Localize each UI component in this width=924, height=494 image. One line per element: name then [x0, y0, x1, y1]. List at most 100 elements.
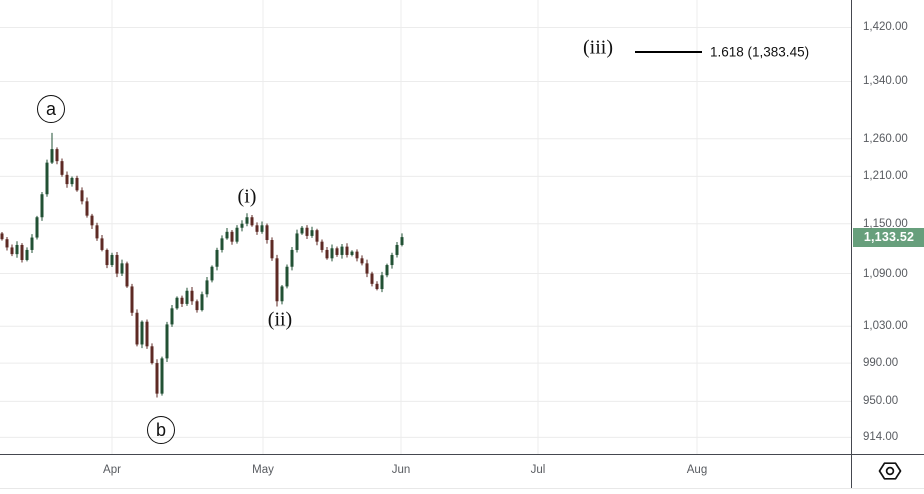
time-axis[interactable]: Apr May Jun Jul Aug: [0, 454, 924, 494]
candle-body: [320, 241, 324, 250]
candle-body: [310, 230, 314, 236]
candle-body: [70, 177, 74, 185]
candle-body: [45, 162, 49, 195]
price-tick-label: 1,090.00: [863, 267, 908, 280]
candle-body: [285, 266, 289, 287]
candle-body: [110, 254, 114, 266]
candle-body: [250, 217, 254, 226]
candle-body: [150, 346, 154, 364]
price-axis[interactable]: 1,133.52 1,420.00 1,340.00 1,260.00 1,210.0…: [851, 0, 924, 454]
candle-body: [235, 227, 239, 242]
candle-body: [60, 161, 64, 175]
price-tick-label: 1,420.00: [863, 21, 908, 34]
candle-body: [300, 227, 304, 234]
candle-body: [280, 286, 284, 302]
candle-body: [390, 254, 394, 266]
candle-body: [35, 217, 39, 238]
candle-body: [400, 237, 404, 245]
time-tick-label: May: [252, 464, 274, 476]
candle-body: [115, 254, 119, 274]
candle-body: [15, 244, 19, 255]
candle-body: [50, 149, 54, 163]
candle-body: [130, 286, 134, 313]
time-tick-label: Jul: [530, 464, 546, 476]
candle-body: [135, 312, 139, 345]
wave-a-letter: a: [45, 98, 56, 119]
candle-body: [145, 321, 149, 347]
candle-body: [195, 301, 199, 311]
candle-body: [25, 249, 29, 260]
price-tick-label: 950.00: [863, 395, 899, 408]
price-tick-label: 914.00: [863, 431, 899, 444]
price-tick-label: 1,210.00: [863, 170, 908, 183]
candle-body: [230, 231, 234, 242]
eye-logo-icon: [878, 462, 902, 480]
candle-body: [160, 358, 164, 394]
candle-body: [200, 294, 204, 311]
candle-body: [330, 248, 334, 259]
candle-body: [370, 273, 374, 284]
candle-body: [125, 263, 129, 287]
candle-body: [0, 233, 4, 240]
eye-logo-button[interactable]: [876, 460, 904, 482]
candle-body: [315, 230, 319, 242]
candle-body: [375, 283, 379, 290]
time-tick-label: Apr: [103, 464, 121, 476]
price-tick-label: 990.00: [863, 357, 899, 370]
candle-body: [255, 225, 259, 232]
wave-label-b[interactable]: b: [147, 416, 175, 444]
price-tick-label: 1,150.00: [863, 217, 908, 230]
wave-label-i[interactable]: (i): [237, 185, 257, 208]
wave-label-ii[interactable]: (ii): [267, 308, 293, 331]
candle-body: [245, 217, 249, 224]
candle-body: [180, 297, 184, 304]
candle-body: [75, 177, 79, 191]
candle-body: [120, 263, 124, 274]
candle-body: [105, 249, 109, 266]
axis-corner-divider: [851, 454, 852, 488]
candle-body: [190, 290, 194, 302]
candle-body: [340, 246, 344, 255]
candle-body: [335, 248, 339, 255]
candle-body: [275, 258, 279, 302]
candle-body: [95, 225, 99, 239]
wave-label-iii[interactable]: (iii): [583, 36, 613, 59]
candle-body: [360, 258, 364, 264]
candle-body: [30, 237, 34, 250]
candle-body: [55, 149, 59, 162]
candle-body: [205, 280, 209, 295]
candle-body: [305, 227, 309, 236]
fib-extension-label[interactable]: 1.618 (1,383.45): [710, 44, 810, 60]
candle-body: [380, 275, 384, 290]
candle-body: [85, 201, 89, 216]
candle-body: [365, 263, 369, 274]
candle-body: [10, 247, 14, 255]
candle-body: [325, 249, 329, 259]
candle-body: [40, 194, 44, 218]
wave-label-a[interactable]: a: [37, 95, 65, 123]
candle-body: [155, 363, 159, 394]
candle-body: [215, 249, 219, 267]
candle-body: [80, 190, 84, 202]
candle-body: [385, 265, 389, 276]
price-tick-label: 1,260.00: [863, 132, 908, 145]
pane-bottom-border: [0, 488, 924, 489]
candle-body: [295, 233, 299, 250]
candle-body: [170, 308, 174, 325]
candle-body: [65, 174, 69, 185]
candle-body: [100, 238, 104, 250]
candle-body: [290, 249, 294, 267]
candle-body: [240, 223, 244, 228]
candle-body: [350, 251, 354, 255]
candle-body: [395, 244, 399, 255]
fib-extension-line[interactable]: [635, 51, 702, 53]
candle-body: [345, 246, 349, 255]
candle-body: [265, 225, 269, 241]
candle-body: [225, 231, 229, 239]
price-tick-label: 1,030.00: [863, 320, 908, 333]
candle-body: [90, 215, 94, 226]
candle-body: [355, 251, 359, 259]
time-tick-label: Jun: [391, 464, 411, 476]
